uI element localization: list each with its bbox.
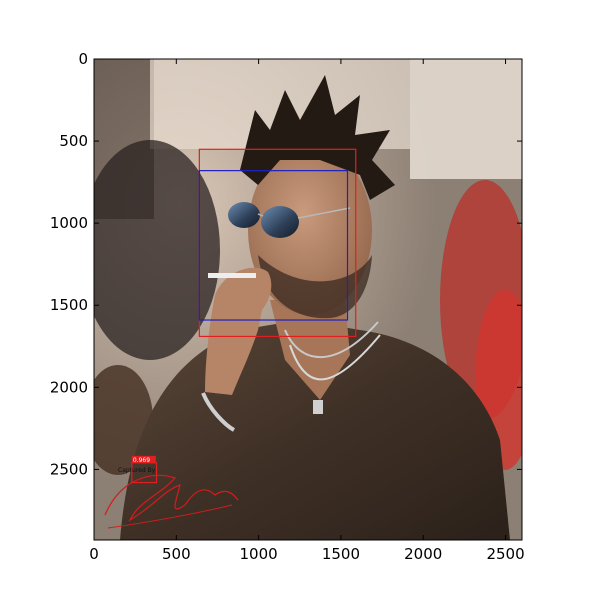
glasses-arm	[297, 207, 351, 219]
necklace-2	[289, 334, 381, 381]
score-label: 0.969	[133, 457, 150, 464]
y-tick-label: 1500	[50, 296, 88, 314]
hand	[205, 267, 272, 395]
x-axis: 0 500 1000 1500 2000 2500	[89, 59, 525, 563]
y-tick-label: 500	[59, 132, 88, 150]
pendant	[313, 400, 323, 414]
axes-frame	[93, 58, 523, 541]
y-tick-label: 2500	[50, 460, 88, 478]
sunglasses	[228, 202, 351, 238]
x-tick-label: 1000	[240, 545, 278, 563]
y-tick-label: 1000	[50, 214, 88, 232]
x-tick-label: 2000	[404, 545, 442, 563]
cigarette	[208, 273, 256, 278]
detection-boxes: 0.969	[131, 148, 357, 484]
lens-right	[261, 206, 299, 238]
photo	[94, 59, 522, 540]
glasses-bridge	[257, 213, 264, 217]
beard	[258, 255, 372, 319]
neck	[270, 300, 350, 400]
signature-stroke	[104, 474, 239, 522]
lens-left	[228, 202, 260, 228]
background-person-left	[94, 140, 220, 360]
y-tick-label: 2000	[50, 378, 88, 396]
score-label-background	[131, 455, 156, 463]
necklace-1	[284, 321, 379, 359]
signature-watermark: Captured By	[104, 467, 239, 529]
x-tick-label: 500	[162, 545, 191, 563]
signature-underline	[107, 504, 233, 529]
watermark-text: Captured By	[118, 467, 156, 474]
background-blur-right	[410, 59, 522, 179]
y-axis: 0 500 1000 1500 2000 2500	[50, 50, 522, 478]
y-tick-label: 0	[78, 50, 88, 68]
x-tick-label: 1500	[322, 545, 360, 563]
bracelet	[201, 392, 236, 432]
face-box-inner	[198, 170, 349, 321]
x-tick-label: 0	[89, 545, 99, 563]
x-tick-label: 2500	[486, 545, 524, 563]
